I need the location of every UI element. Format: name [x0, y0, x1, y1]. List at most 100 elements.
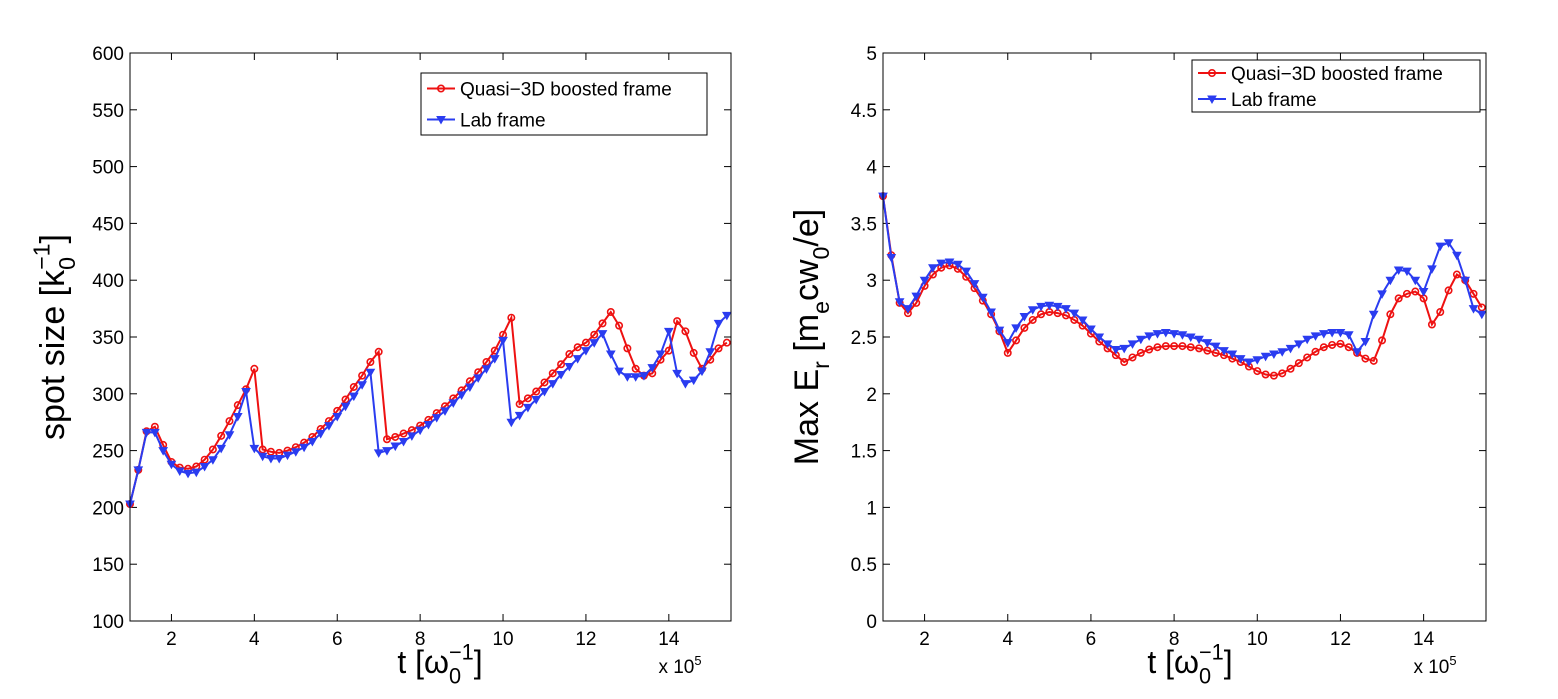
marker [1318, 330, 1329, 339]
marker [299, 443, 309, 453]
marker [721, 311, 732, 321]
marker [919, 276, 930, 286]
marker [266, 455, 276, 464]
marker [713, 319, 724, 329]
y-axis-label-part: e [808, 301, 834, 314]
marker [1411, 287, 1420, 296]
series-line [129, 310, 728, 505]
y-tick-label: 200 [92, 498, 124, 519]
x-multiplier-part: 5 [694, 653, 701, 668]
marker [1210, 342, 1221, 352]
marker [200, 455, 209, 464]
x-axis-label-part: −1 [1199, 640, 1224, 665]
marker [1169, 330, 1179, 339]
marker [365, 368, 376, 378]
legend-box [1191, 59, 1481, 113]
marker [465, 383, 475, 392]
marker [1235, 355, 1246, 364]
marker [1153, 343, 1162, 352]
x-multiplier-part: x 10 [658, 657, 694, 678]
marker [515, 400, 524, 409]
marker [557, 360, 566, 369]
x-tick-label: 14 [1413, 629, 1435, 650]
marker [217, 431, 226, 440]
marker [911, 292, 922, 302]
marker [373, 449, 384, 458]
marker [1120, 357, 1129, 366]
marker [532, 387, 541, 396]
marker [1310, 332, 1321, 341]
marker [282, 451, 293, 461]
x-tick-label: 2 [166, 629, 177, 650]
marker [714, 344, 723, 353]
marker [1336, 339, 1345, 348]
marker [1443, 239, 1454, 248]
y-tick-label: 300 [92, 385, 124, 406]
marker [539, 388, 550, 397]
y-tick-label: 600 [92, 44, 124, 65]
marker [374, 347, 383, 356]
marker [977, 293, 988, 303]
marker [332, 413, 343, 422]
y-tick-label: 5 [866, 44, 877, 65]
marker [506, 418, 517, 428]
y-tick-label: 3 [866, 271, 877, 292]
marker [531, 395, 542, 405]
marker [456, 391, 467, 400]
marker [1261, 370, 1270, 379]
marker [1444, 286, 1453, 295]
marker [489, 355, 500, 364]
marker [399, 429, 408, 438]
marker [722, 338, 731, 347]
marker [133, 466, 144, 475]
x-axis-label: t [ω 0−1] [1147, 640, 1232, 689]
marker [961, 267, 972, 277]
marker [1293, 340, 1304, 349]
marker [597, 330, 608, 339]
y-axis-label-part: 0 [808, 247, 834, 260]
y-tick-label: 450 [92, 214, 124, 235]
marker [1418, 288, 1429, 297]
marker [1002, 339, 1013, 348]
legend-marker [436, 84, 445, 93]
marker [1170, 342, 1179, 351]
marker [507, 313, 516, 322]
marker [431, 414, 442, 423]
marker [986, 308, 996, 318]
x-axis-label-part: 0 [1199, 663, 1211, 688]
marker [382, 447, 392, 456]
legend-marker [436, 116, 446, 125]
marker [681, 327, 690, 336]
marker [598, 319, 607, 328]
marker [1436, 308, 1445, 317]
marker [1185, 333, 1196, 343]
marker [1285, 344, 1296, 354]
marker [1260, 352, 1271, 362]
marker [1278, 369, 1287, 378]
marker [994, 326, 1005, 336]
marker [232, 413, 243, 422]
marker [224, 431, 235, 440]
marker [697, 367, 707, 377]
marker [573, 343, 582, 352]
y-axis-label: spot size [k0−1] [29, 234, 80, 440]
marker [1427, 320, 1436, 329]
marker [1036, 302, 1046, 312]
marker [1402, 267, 1412, 277]
marker [572, 355, 583, 364]
y-tick-label: 500 [92, 158, 124, 179]
marker [1452, 270, 1461, 279]
y-tick-label: 4.5 [851, 101, 877, 122]
marker [208, 445, 217, 454]
x-multiplier-part: x 10 [1413, 657, 1449, 678]
x-tick-label: 4 [1002, 629, 1013, 650]
marker [680, 380, 691, 389]
marker [1344, 343, 1353, 352]
marker [440, 407, 450, 416]
plot-area [883, 53, 1486, 621]
marker [1402, 289, 1411, 298]
marker [1311, 347, 1320, 356]
